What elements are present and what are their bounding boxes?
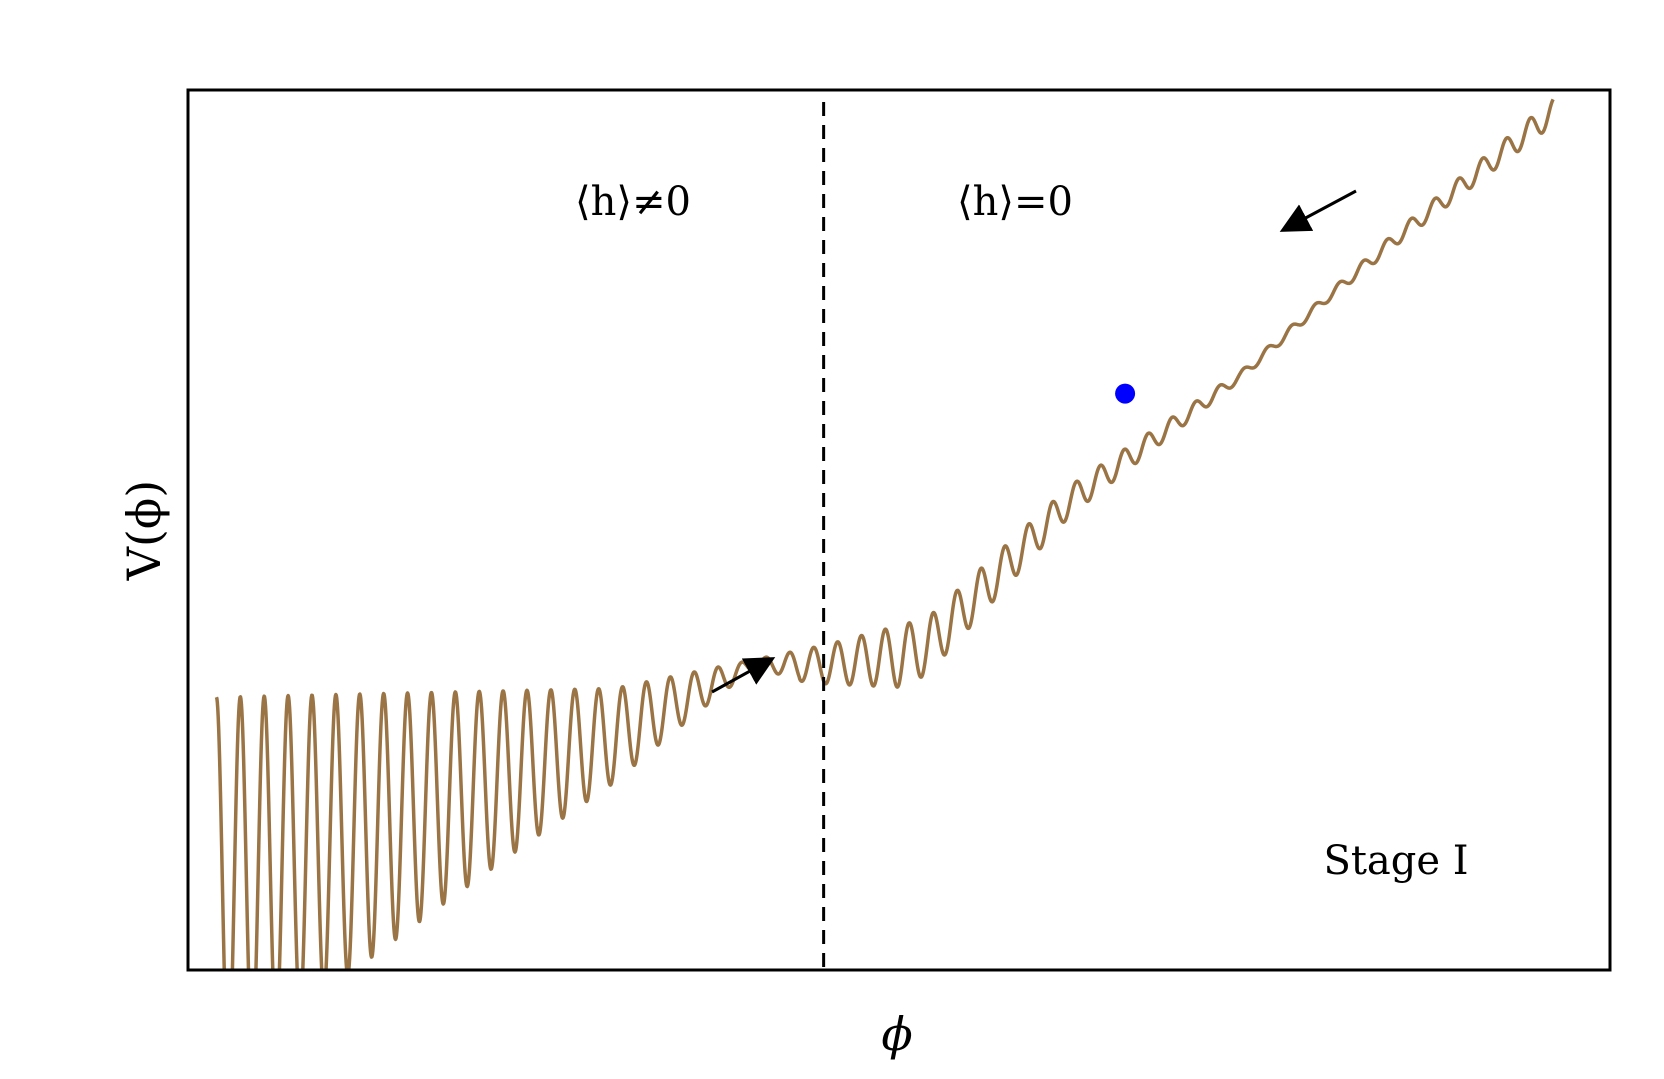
field-position-dot bbox=[1115, 383, 1136, 404]
arrow-left-region bbox=[711, 657, 776, 694]
region-label-unbroken: ⟨h⟩=0 bbox=[957, 179, 1073, 225]
potential-curve-layer bbox=[214, 98, 1555, 970]
potential-line bbox=[214, 98, 1555, 970]
stage-annotation: Stage I bbox=[1323, 838, 1468, 884]
y-axis-label: V(ϕ) bbox=[117, 480, 171, 581]
arrow-right-region bbox=[1279, 189, 1357, 232]
plot-frame bbox=[186, 88, 1612, 972]
x-axis-label: ϕ bbox=[881, 1007, 912, 1061]
region-label-broken: ⟨h⟩≠0 bbox=[575, 179, 691, 225]
